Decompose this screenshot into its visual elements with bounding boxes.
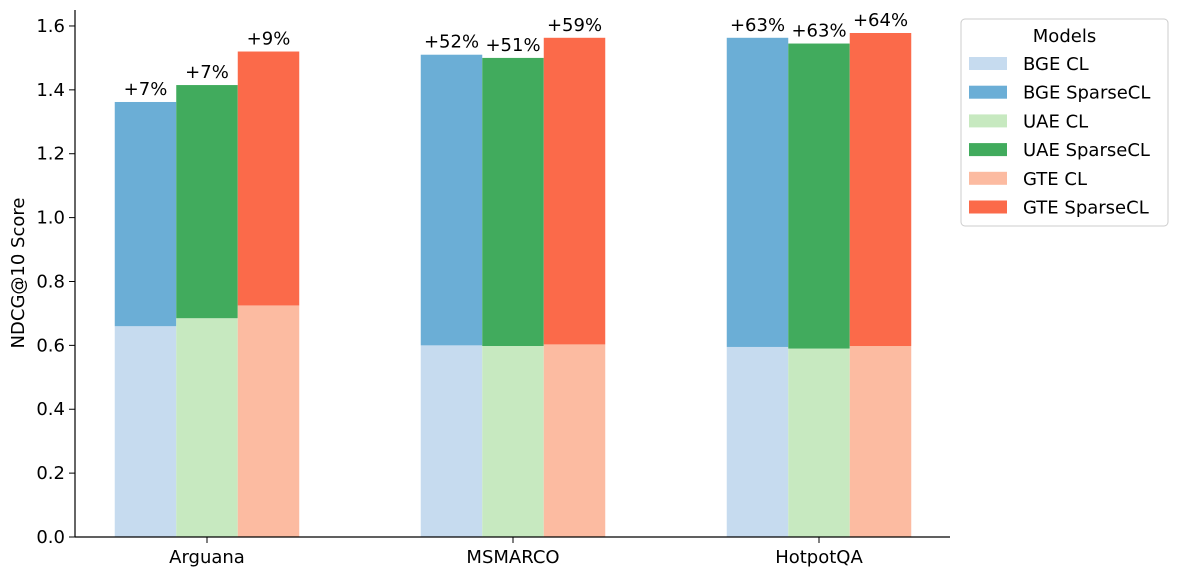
- bar-gte-sparsecl-arguana: [237, 51, 300, 306]
- bar-label-uae-arguana: +7%: [185, 62, 229, 83]
- y-tick-label: 1.2: [36, 144, 65, 165]
- legend-entry-label: BGE CL: [1023, 54, 1089, 75]
- bar-bge-cl-hotpotqa: [726, 346, 789, 537]
- bar-gte-cl-msmarco: [543, 344, 606, 537]
- legend: Models BGE CL BGE SparseCL UAE CL UAE Spars…: [960, 18, 1169, 227]
- y-tick-label: 1.6: [36, 16, 65, 37]
- bar-gte-cl-hotpotqa: [849, 346, 912, 537]
- bar-gte-sparsecl-msmarco: [543, 37, 606, 345]
- bar-label-uae-msmarco: +51%: [485, 35, 540, 56]
- plot-area: +7% +52% +63% +7% +51% +63% +9% +59% +64%: [114, 10, 912, 537]
- legend-swatch: [969, 200, 1007, 214]
- y-tick-label: 0.0: [36, 527, 65, 548]
- legend-swatch: [969, 114, 1007, 128]
- bar-label-gte-arguana: +9%: [247, 29, 291, 50]
- legend-frame: [960, 18, 1169, 227]
- legend-swatch: [969, 85, 1007, 99]
- y-tick-label: 1.0: [36, 208, 65, 229]
- bar-label-gte-msmarco: +59%: [547, 15, 602, 36]
- bar-bge-cl-arguana: [114, 326, 177, 537]
- bar-bge-sparsecl-msmarco: [420, 54, 483, 346]
- bar-label-bge-msmarco: +52%: [424, 32, 479, 53]
- bar-bge-sparsecl-arguana: [114, 101, 177, 327]
- x-axis: Arguana MSMARCO HotpotQA: [75, 536, 950, 568]
- bar-uae-sparsecl-msmarco: [482, 57, 544, 347]
- legend-title: Models: [1033, 26, 1096, 47]
- bar-uae-cl-hotpotqa: [788, 348, 850, 537]
- bar-gte-sparsecl-hotpotqa: [849, 32, 912, 347]
- legend-entry-label: GTE SparseCL: [1023, 198, 1149, 219]
- bar-label-bge-hotpotqa: +63%: [730, 15, 785, 36]
- y-tick-label: 0.4: [36, 399, 65, 420]
- legend-entry-label: BGE SparseCL: [1023, 83, 1150, 104]
- x-tick-label: MSMARCO: [466, 547, 559, 568]
- bar-gte-cl-arguana: [237, 305, 300, 537]
- y-tick-label: 0.2: [36, 463, 65, 484]
- legend-entry-label: GTE CL: [1023, 169, 1087, 190]
- bar-bge-sparsecl-hotpotqa: [726, 37, 789, 347]
- bar-label-gte-hotpotqa: +64%: [853, 10, 908, 31]
- legend-swatch: [969, 171, 1007, 185]
- y-tick-label: 1.4: [36, 80, 65, 101]
- legend-swatch: [969, 57, 1007, 70]
- bar-uae-cl-msmarco: [482, 346, 544, 537]
- bar-bge-cl-msmarco: [420, 345, 483, 537]
- legend-entry-label: UAE CL: [1023, 111, 1088, 132]
- bar-uae-cl-arguana: [176, 318, 238, 537]
- y-tick-label: 0.8: [36, 271, 65, 292]
- y-axis: 0.0 0.2 0.4 0.6 0.8 1.0 1.2 1.4 1.6: [36, 10, 76, 548]
- legend-swatch: [969, 143, 1007, 157]
- bar-label-uae-hotpotqa: +63%: [791, 21, 846, 42]
- bar-label-bge-arguana: +7%: [124, 79, 168, 100]
- legend-entry-label: UAE SparseCL: [1023, 140, 1150, 161]
- x-tick-label: Arguana: [169, 547, 245, 568]
- y-axis-title: NDCG@10 Score: [8, 198, 29, 349]
- bar-uae-sparsecl-arguana: [176, 85, 238, 319]
- bar-uae-sparsecl-hotpotqa: [788, 43, 850, 349]
- y-tick-label: 0.6: [36, 335, 65, 356]
- x-tick-label: HotpotQA: [775, 547, 863, 568]
